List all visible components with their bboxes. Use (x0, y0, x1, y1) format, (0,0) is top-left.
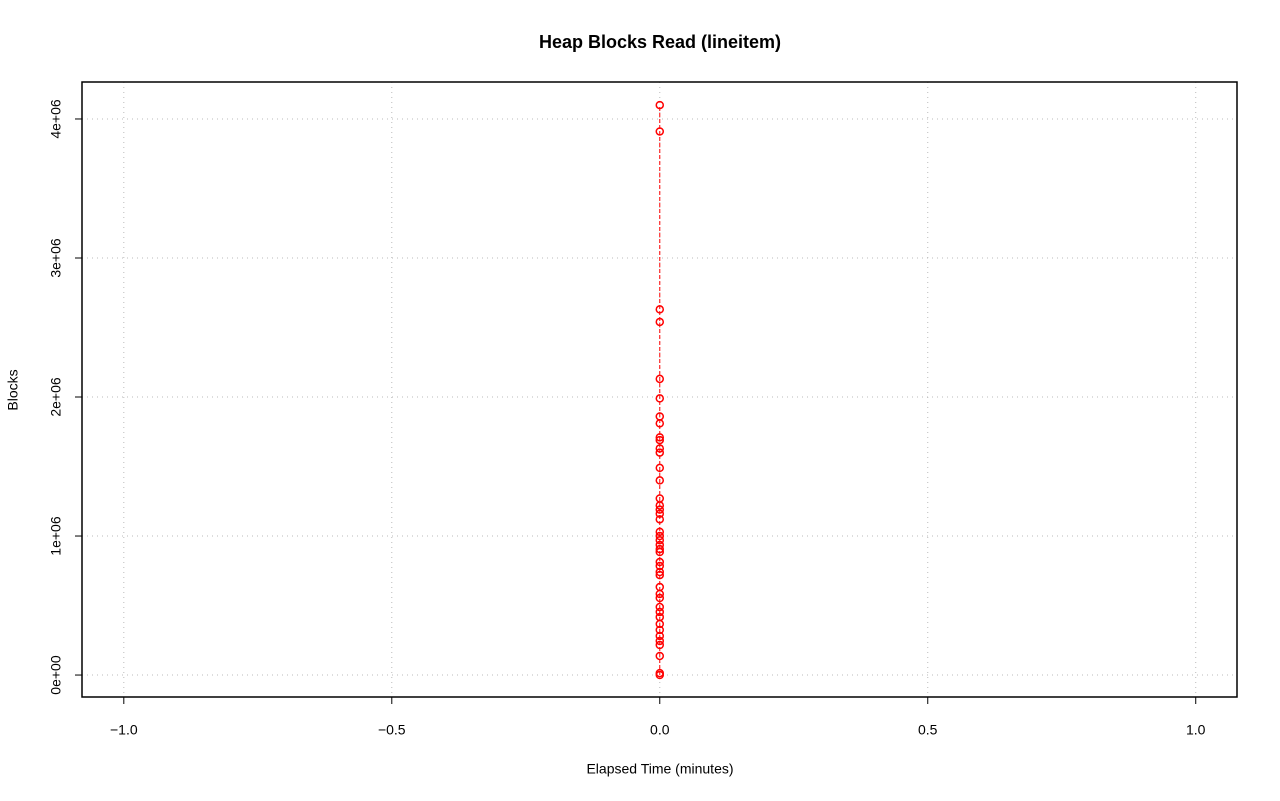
x-tick-label: 0.5 (918, 722, 938, 738)
data-point (655, 567, 665, 577)
data-point (655, 394, 665, 403)
data-point (655, 444, 665, 453)
chart-title: Heap Blocks Read (lineitem) (539, 32, 781, 52)
data-point (655, 531, 665, 541)
y-tick-label: 1e+06 (48, 516, 64, 556)
data-point (655, 651, 665, 661)
data-point (655, 602, 665, 612)
data-point (655, 625, 665, 635)
data-point (655, 317, 665, 327)
data-point (655, 505, 665, 514)
y-axis-label: Blocks (5, 369, 21, 410)
y-tick-label: 2e+06 (48, 377, 64, 417)
data-point (655, 412, 665, 421)
data-point (655, 636, 665, 646)
y-tick-label: 0e+00 (48, 655, 64, 695)
data-point (655, 607, 665, 617)
x-tick-label: −1.0 (110, 722, 138, 738)
data-point (655, 668, 665, 678)
x-tick-label: 0.0 (650, 722, 670, 738)
x-tick-label: −0.5 (378, 722, 406, 738)
data-point (655, 593, 665, 603)
data-point (655, 509, 665, 519)
data-point (655, 570, 665, 580)
data-point (655, 305, 665, 314)
data-point (655, 612, 665, 622)
data-point (655, 640, 665, 650)
data-point (655, 527, 665, 537)
data-point (655, 582, 665, 592)
data-point (655, 557, 665, 567)
data-point (655, 374, 665, 384)
data-point (655, 515, 665, 524)
data-point (655, 463, 665, 473)
data-point (655, 535, 665, 545)
data-point (655, 544, 665, 554)
data-point (655, 561, 665, 571)
data-point (655, 448, 665, 457)
data-point (655, 494, 665, 503)
y-tick-label: 4e+06 (48, 99, 64, 139)
data-point (655, 100, 665, 110)
x-tick-label: 1.0 (1186, 722, 1206, 738)
data-point (655, 631, 665, 641)
data-point (655, 476, 665, 485)
x-axis-label: Elapsed Time (minutes) (586, 761, 733, 777)
plot-frame (81, 81, 1238, 698)
data-point (655, 540, 665, 550)
y-tick-label: 3e+06 (48, 238, 64, 278)
data-point (655, 127, 665, 136)
data-point (655, 433, 665, 442)
data-point (655, 435, 665, 445)
